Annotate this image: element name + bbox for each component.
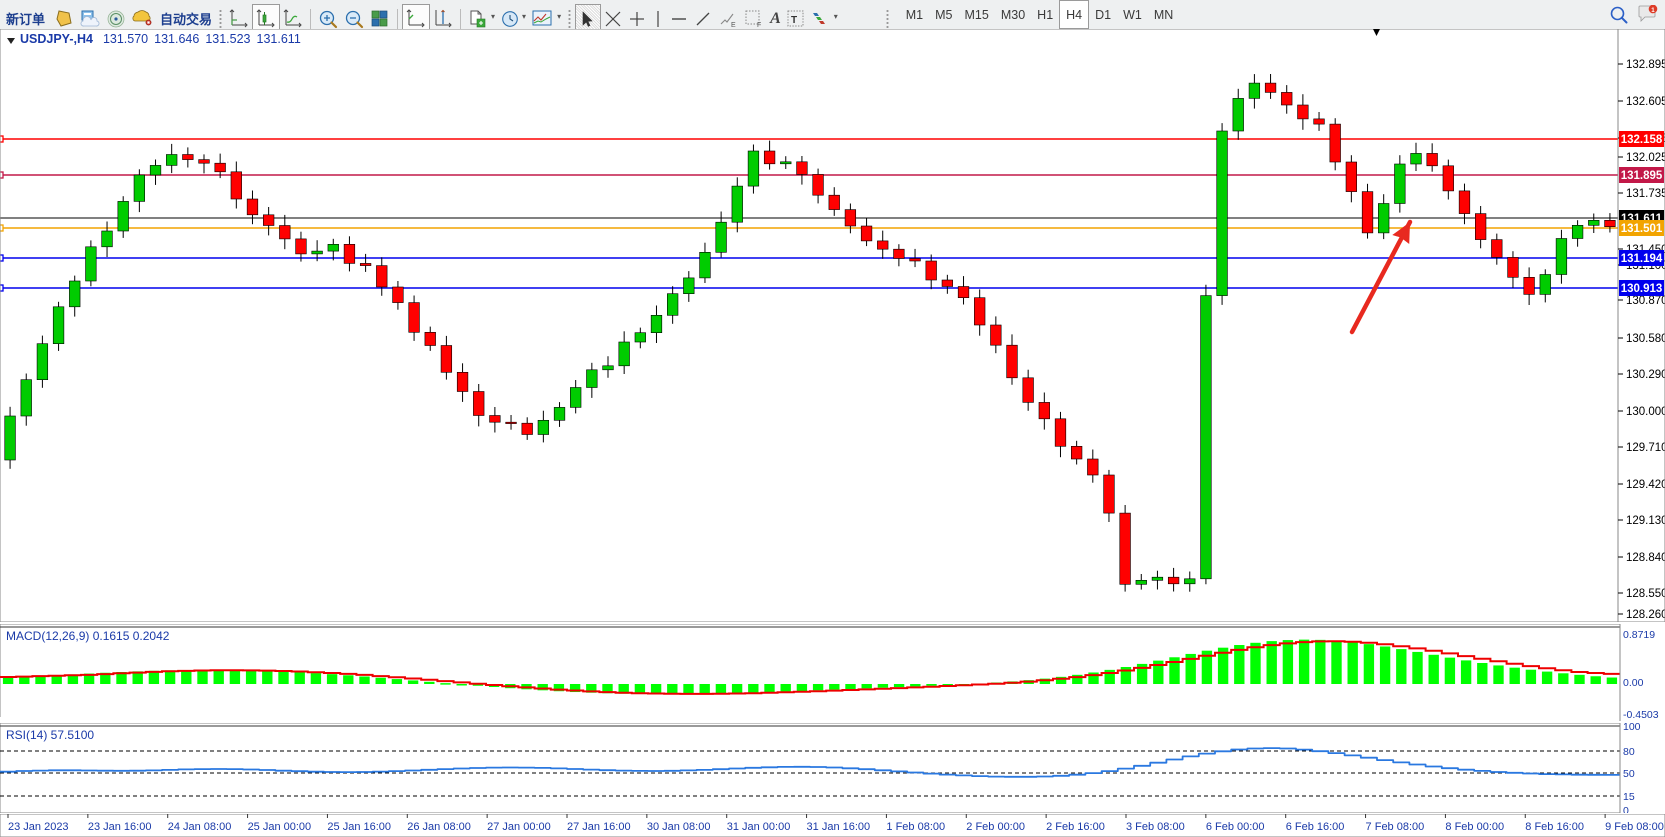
svg-text:130.000: 130.000 [1626, 406, 1665, 418]
svg-text:9 Feb 08:00: 9 Feb 08:00 [1605, 821, 1664, 833]
svg-text:130.870: 130.870 [1626, 295, 1665, 307]
svg-text:130.913: 130.913 [1621, 283, 1663, 295]
svg-text:128.260: 128.260 [1626, 609, 1665, 621]
svg-text:1 Feb 08:00: 1 Feb 08:00 [886, 821, 945, 833]
svg-text:25 Jan 16:00: 25 Jan 16:00 [327, 821, 391, 833]
svg-text:23 Jan 16:00: 23 Jan 16:00 [88, 821, 152, 833]
svg-text:T: T [791, 15, 797, 26]
svg-text:23 Jan 2023: 23 Jan 2023 [8, 821, 69, 833]
svg-text:8 Feb 00:00: 8 Feb 00:00 [1445, 821, 1504, 833]
svg-text:E: E [731, 22, 736, 29]
svg-text:0.8719: 0.8719 [1623, 629, 1655, 641]
svg-text:131.194: 131.194 [1621, 253, 1663, 265]
svg-text:0.00: 0.00 [1623, 677, 1644, 689]
svg-text:6 Feb 16:00: 6 Feb 16:00 [1286, 821, 1345, 833]
svg-text:132.158: 132.158 [1621, 134, 1663, 146]
svg-text:131.501: 131.501 [1621, 223, 1663, 235]
svg-text:129.130: 129.130 [1626, 515, 1665, 527]
svg-text:0: 0 [1623, 805, 1629, 813]
svg-text:132.605: 132.605 [1626, 96, 1665, 108]
svg-text:7 Feb 08:00: 7 Feb 08:00 [1366, 821, 1425, 833]
svg-text:-0.4503: -0.4503 [1623, 709, 1659, 721]
svg-text:132.025: 132.025 [1626, 152, 1665, 164]
svg-text:80: 80 [1623, 746, 1635, 758]
svg-text:F: F [757, 22, 761, 29]
svg-text:30 Jan 08:00: 30 Jan 08:00 [647, 821, 711, 833]
svg-text:129.710: 129.710 [1626, 442, 1665, 454]
svg-text:131.895: 131.895 [1621, 170, 1663, 182]
svg-text:24 Jan 08:00: 24 Jan 08:00 [168, 821, 232, 833]
svg-text:128.550: 128.550 [1626, 588, 1665, 600]
svg-text:3 Feb 08:00: 3 Feb 08:00 [1126, 821, 1185, 833]
svg-text:132.895: 132.895 [1626, 59, 1665, 71]
svg-text:1: 1 [1651, 7, 1655, 14]
svg-text:128.840: 128.840 [1626, 552, 1665, 564]
svg-text:2 Feb 00:00: 2 Feb 00:00 [966, 821, 1025, 833]
svg-text:27 Jan 00:00: 27 Jan 00:00 [487, 821, 551, 833]
svg-text:129.420: 129.420 [1626, 479, 1665, 491]
svg-text:26 Jan 08:00: 26 Jan 08:00 [407, 821, 471, 833]
svg-text:50: 50 [1623, 768, 1635, 780]
svg-text:27 Jan 16:00: 27 Jan 16:00 [567, 821, 631, 833]
svg-text:131.735: 131.735 [1626, 188, 1665, 200]
svg-text:25 Jan 00:00: 25 Jan 00:00 [248, 821, 312, 833]
svg-text:6 Feb 00:00: 6 Feb 00:00 [1206, 821, 1265, 833]
svg-text:100: 100 [1623, 723, 1641, 733]
svg-text:MACD(12,26,9) 0.1615 0.2042: MACD(12,26,9) 0.1615 0.2042 [6, 629, 170, 643]
svg-text:8 Feb 16:00: 8 Feb 16:00 [1525, 821, 1584, 833]
svg-text:2 Feb 16:00: 2 Feb 16:00 [1046, 821, 1105, 833]
svg-text:130.580: 130.580 [1626, 333, 1665, 345]
svg-text:15: 15 [1623, 791, 1635, 803]
svg-text:31 Jan 00:00: 31 Jan 00:00 [727, 821, 791, 833]
svg-text:RSI(14) 57.5100: RSI(14) 57.5100 [6, 728, 94, 742]
svg-text:130.290: 130.290 [1626, 369, 1665, 381]
svg-text:31 Jan 16:00: 31 Jan 16:00 [807, 821, 871, 833]
